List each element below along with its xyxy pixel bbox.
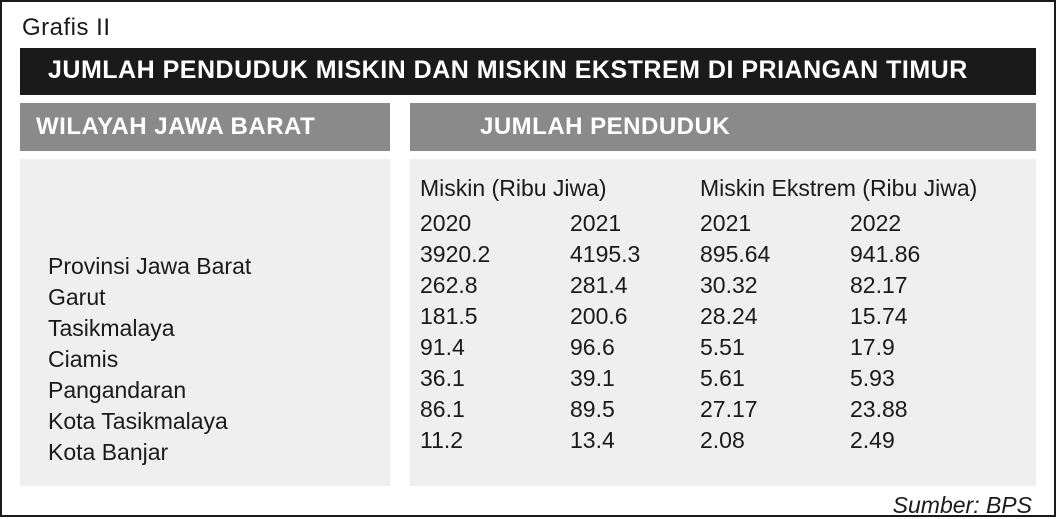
year-label: 2022 xyxy=(850,208,1000,239)
year-label: 2021 xyxy=(700,208,850,239)
source-label: Sumber: BPS xyxy=(20,492,1036,519)
subheader-row: Miskin (Ribu Jiwa) Miskin Ekstrem (Ribu … xyxy=(420,175,1026,202)
cell: 36.1 xyxy=(420,363,570,394)
overline-label: Grafis II xyxy=(22,14,1036,42)
cell: 28.24 xyxy=(700,301,850,332)
table-row-region: Tasikmalaya xyxy=(48,313,380,344)
cell: 5.61 xyxy=(700,363,850,394)
cell: 281.4 xyxy=(570,270,700,301)
cell: 262.8 xyxy=(420,270,570,301)
cell: 15.74 xyxy=(850,301,1000,332)
cell: 17.9 xyxy=(850,332,1000,363)
table-row-region: Kota Banjar xyxy=(48,437,380,468)
values-column: Miskin (Ribu Jiwa) Miskin Ekstrem (Ribu … xyxy=(410,159,1036,486)
cell: 11.2 xyxy=(420,425,570,456)
cell: 91.4 xyxy=(420,332,570,363)
header-region: WILAYAH JAWA BARAT xyxy=(20,103,390,151)
column-header-row: WILAYAH JAWA BARAT JUMLAH PENDUDUK xyxy=(20,103,1036,151)
cell: 3920.2 xyxy=(420,239,570,270)
region-list: Provinsi Jawa Barat Garut Tasikmalaya Ci… xyxy=(48,251,380,468)
cell: 941.86 xyxy=(850,239,1000,270)
table-body: Provinsi Jawa Barat Garut Tasikmalaya Ci… xyxy=(20,159,1036,486)
header-population: JUMLAH PENDUDUK xyxy=(410,103,1036,151)
table-row-region: Ciamis xyxy=(48,344,380,375)
table-row-region: Kota Tasikmalaya xyxy=(48,406,380,437)
cell: 200.6 xyxy=(570,301,700,332)
cell: 27.17 xyxy=(700,394,850,425)
cell: 2.08 xyxy=(700,425,850,456)
cell: 96.6 xyxy=(570,332,700,363)
data-grid: 2020 2021 2021 2022 3920.2 4195.3 895.64… xyxy=(420,208,1026,456)
cell: 181.5 xyxy=(420,301,570,332)
cell: 86.1 xyxy=(420,394,570,425)
title-bar: JUMLAH PENDUDUK MISKIN DAN MISKIN EKSTRE… xyxy=(20,48,1036,95)
table-row-region: Provinsi Jawa Barat xyxy=(48,251,380,282)
cell: 39.1 xyxy=(570,363,700,394)
figure-frame: Grafis II JUMLAH PENDUDUK MISKIN DAN MIS… xyxy=(0,0,1056,517)
region-column: Provinsi Jawa Barat Garut Tasikmalaya Ci… xyxy=(20,159,390,486)
cell: 4195.3 xyxy=(570,239,700,270)
cell: 82.17 xyxy=(850,270,1000,301)
cell: 13.4 xyxy=(570,425,700,456)
cell: 23.88 xyxy=(850,394,1000,425)
subheader-miskin-ekstrem: Miskin Ekstrem (Ribu Jiwa) xyxy=(700,175,1026,202)
year-label: 2020 xyxy=(420,208,570,239)
table-row-region: Pangandaran xyxy=(48,375,380,406)
subheader-miskin: Miskin (Ribu Jiwa) xyxy=(420,175,700,202)
cell: 5.93 xyxy=(850,363,1000,394)
cell: 30.32 xyxy=(700,270,850,301)
cell: 2.49 xyxy=(850,425,1000,456)
table-row-region: Garut xyxy=(48,282,380,313)
cell: 5.51 xyxy=(700,332,850,363)
cell: 895.64 xyxy=(700,239,850,270)
cell: 89.5 xyxy=(570,394,700,425)
year-label: 2021 xyxy=(570,208,700,239)
